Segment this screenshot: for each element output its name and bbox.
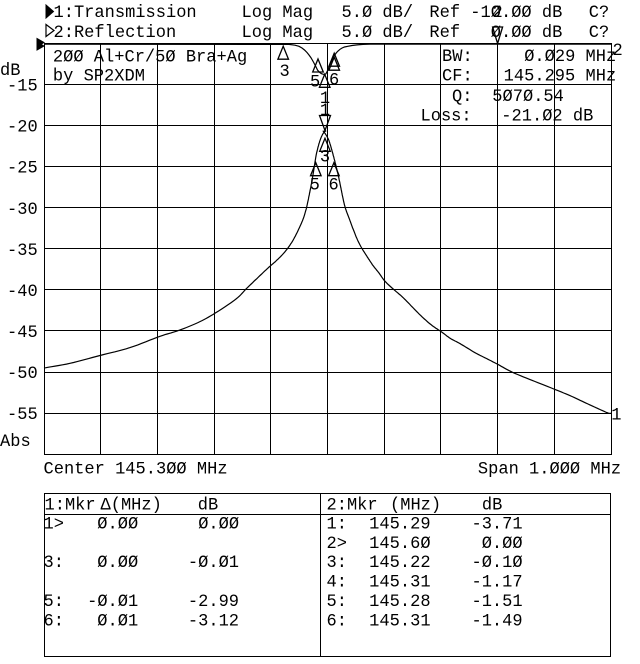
svg-text:BW:: BW: <box>442 48 473 67</box>
svg-text:dB: dB <box>198 496 218 515</box>
svg-text:145.28: 145.28 <box>369 593 430 612</box>
svg-text:3: 3 <box>320 149 330 168</box>
svg-text:-Ø.Ø1: -Ø.Ø1 <box>188 554 239 573</box>
svg-text:6:: 6: <box>44 612 64 631</box>
svg-text:5Ø7Ø.54: 5Ø7Ø.54 <box>492 88 564 107</box>
svg-text:-Ø.1Ø: -Ø.1Ø <box>472 554 523 573</box>
svg-text:5: 5 <box>310 176 320 195</box>
svg-text:-45: -45 <box>7 324 38 343</box>
svg-text:-35: -35 <box>7 242 38 261</box>
svg-text:Ø.Ø1: Ø.Ø1 <box>97 612 138 631</box>
svg-text:145.6Ø: 145.6Ø <box>369 535 430 554</box>
svg-text:Span 1.ØØØ MHz: Span 1.ØØØ MHz <box>478 460 621 479</box>
svg-text:Ø.Ø29 MHz: Ø.Ø29 MHz <box>524 48 616 67</box>
svg-text:-20: -20 <box>7 118 38 137</box>
svg-text:Log Mag: Log Mag <box>242 4 314 23</box>
svg-text:-Ø.Ø1: -Ø.Ø1 <box>87 593 138 612</box>
svg-text:5:: 5: <box>44 593 64 612</box>
svg-text:-2.99: -2.99 <box>188 593 239 612</box>
svg-text:-50: -50 <box>7 365 38 384</box>
svg-text:-1.17: -1.17 <box>472 573 523 592</box>
svg-text:Ref Ø.ØØ dB: Ref Ø.ØØ dB <box>429 24 562 43</box>
svg-text:6:: 6: <box>327 612 347 631</box>
svg-text:2>: 2> <box>327 535 347 554</box>
svg-text:-40: -40 <box>7 283 38 302</box>
svg-text:145.31: 145.31 <box>369 612 430 631</box>
svg-text:-55: -55 <box>7 406 38 425</box>
svg-text:3:: 3: <box>327 554 347 573</box>
svg-text:1:Mkr: 1:Mkr <box>45 496 96 515</box>
svg-text:Ø.ØØ: Ø.ØØ <box>97 554 138 573</box>
svg-text:Q:: Q: <box>452 88 472 107</box>
svg-text:1>: 1> <box>44 515 64 534</box>
svg-text:4:: 4: <box>327 573 347 592</box>
svg-text:1: 1 <box>611 406 621 425</box>
svg-text:Ref -1Ø.ØØ dB: Ref -1Ø.ØØ dB <box>429 4 562 23</box>
svg-text:-30: -30 <box>7 201 38 220</box>
svg-text:-21.Ø2 dB: -21.Ø2 dB <box>501 107 593 126</box>
svg-text:145.29: 145.29 <box>369 515 430 534</box>
svg-text:C?: C? <box>589 4 609 23</box>
svg-text:Abs: Abs <box>0 433 31 452</box>
svg-text:145.22: 145.22 <box>369 554 430 573</box>
svg-text:-15: -15 <box>7 77 38 96</box>
svg-text:2:Mkr: 2:Mkr <box>327 496 378 515</box>
svg-text:-3.12: -3.12 <box>188 612 239 631</box>
svg-text:2: 2 <box>613 42 623 61</box>
svg-text:(MHz): (MHz) <box>390 496 441 515</box>
svg-text:145.295 MHz: 145.295 MHz <box>504 67 616 86</box>
svg-text:5:: 5: <box>327 593 347 612</box>
svg-text:by SP2XDM: by SP2XDM <box>53 68 145 87</box>
svg-text:-1.49: -1.49 <box>472 612 523 631</box>
svg-text:5: 5 <box>310 73 320 92</box>
svg-text:Δ(MHz): Δ(MHz) <box>101 496 162 515</box>
svg-text:1:: 1: <box>327 515 347 534</box>
svg-text:Ø.ØØ: Ø.ØØ <box>198 515 239 534</box>
svg-text:Ø.ØØ: Ø.ØØ <box>97 515 138 534</box>
svg-text:dB: dB <box>482 496 502 515</box>
svg-text:145.31: 145.31 <box>369 573 430 592</box>
svg-text:CF:: CF: <box>442 67 473 86</box>
svg-text:3: 3 <box>280 63 290 82</box>
svg-text:-1.51: -1.51 <box>472 593 523 612</box>
svg-text:6: 6 <box>329 176 339 195</box>
svg-text:Loss:: Loss: <box>421 107 472 126</box>
svg-text:1: 1 <box>320 102 330 121</box>
svg-text:-3.71: -3.71 <box>472 515 523 534</box>
svg-text:1:Transmission: 1:Transmission <box>54 4 197 23</box>
svg-text:2ØØ Al+Cr/5Ø Bra+Ag: 2ØØ Al+Cr/5Ø Bra+Ag <box>53 48 247 67</box>
svg-text:Ø.ØØ: Ø.ØØ <box>482 535 523 554</box>
svg-text:5.Ø dB/: 5.Ø dB/ <box>342 24 414 43</box>
svg-text:-25: -25 <box>7 160 38 179</box>
svg-text:C?: C? <box>589 24 609 43</box>
svg-text:2: 2 <box>493 4 503 23</box>
svg-text:dB: dB <box>0 62 20 81</box>
svg-text:5.Ø dB/: 5.Ø dB/ <box>342 4 414 23</box>
svg-text:1: 1 <box>320 90 330 109</box>
svg-text:6: 6 <box>329 71 339 90</box>
svg-text:Center 145.3ØØ MHz: Center 145.3ØØ MHz <box>44 460 228 479</box>
svg-text:2:Reflection: 2:Reflection <box>54 24 177 43</box>
svg-text:Log Mag: Log Mag <box>242 24 314 43</box>
svg-text:3:: 3: <box>44 554 64 573</box>
